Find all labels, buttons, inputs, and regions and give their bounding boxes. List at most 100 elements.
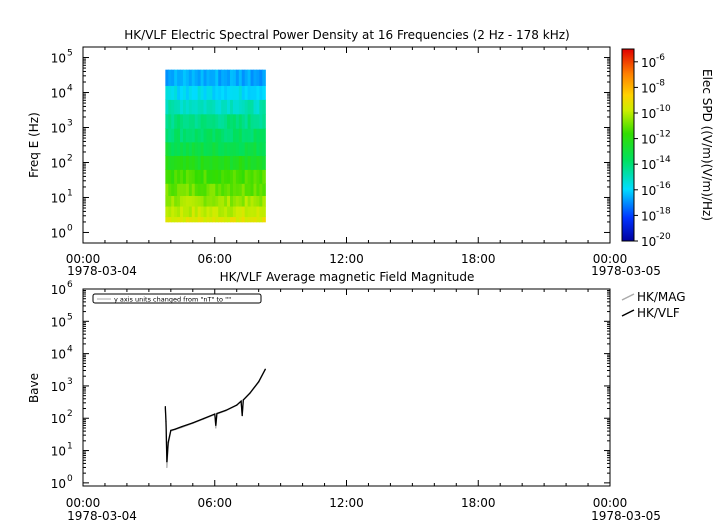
- data-point: [240, 400, 242, 402]
- spectrogram-cell: [168, 128, 172, 143]
- spectrogram-cell: [168, 155, 172, 170]
- x-tick-label: 00:00: [66, 496, 101, 510]
- spectrogram-cell: [180, 99, 184, 115]
- spectrogram-cell: [180, 169, 184, 184]
- spectrogram-cell: [218, 155, 222, 170]
- spectrogram-cell: [185, 113, 190, 129]
- spectrogram-cell: [171, 85, 175, 100]
- spectrogram-cell: [197, 85, 202, 100]
- x-tick-label: 06:00: [197, 252, 232, 266]
- y-tick-label: 10: [51, 315, 66, 329]
- spectrogram-cell: [253, 141, 258, 156]
- spectrogram-cell: [256, 128, 260, 143]
- x-tick-label: 00:00: [66, 252, 101, 266]
- spectrogram-cell: [206, 69, 211, 86]
- spectrogram-cell: [212, 183, 216, 197]
- spectrogram-cell: [238, 169, 243, 184]
- spectrogram-cell: [235, 141, 240, 156]
- spectrogram-cell: [209, 195, 213, 207]
- spectrogram-cell: [182, 128, 187, 143]
- spectrogram-cell: [185, 128, 190, 143]
- spectrogram-cell: [200, 141, 205, 156]
- spectrogram-cell: [209, 99, 213, 115]
- spectrogram-cell: [188, 206, 193, 218]
- spectrogram-cell: [256, 206, 260, 218]
- spectrogram-cell: [256, 141, 260, 156]
- spectrogram-cell: [174, 99, 178, 115]
- spectrogram-cell: [168, 183, 172, 197]
- spectrogram-cell: [238, 206, 243, 218]
- spectrogram-cell: [247, 195, 252, 207]
- spectrogram-cell: [188, 69, 193, 86]
- chart-title: HK/VLF Average magnetic Field Magnitude: [220, 270, 475, 284]
- legend-swatch: [621, 293, 635, 301]
- spectrogram-cell: [194, 216, 199, 223]
- spectrogram-cell: [188, 128, 193, 143]
- spectrogram-cell: [253, 195, 258, 207]
- spectrogram-cell: [171, 99, 175, 115]
- spectrogram-cell: [171, 169, 175, 184]
- x-tick-label: 06:00: [197, 496, 232, 510]
- x-tick-label: 00:00: [593, 252, 628, 266]
- spectrogram-cell: [215, 141, 219, 156]
- spectrogram-cell: [241, 183, 246, 197]
- colorbar-tick-label: 10: [641, 81, 656, 95]
- spectrogram-cell: [259, 128, 263, 143]
- spectrogram-cell: [235, 99, 240, 115]
- spectrogram-cell: [212, 99, 216, 115]
- spectrogram-cell: [212, 206, 216, 218]
- spectrogram-cell: [229, 85, 234, 100]
- spectrogram-cell: [168, 85, 172, 100]
- spectrogram-cell: [224, 141, 228, 156]
- colorbar-tick-exponent: -6: [656, 53, 665, 63]
- spectrogram-cell: [253, 155, 258, 170]
- spectrogram-cell: [218, 183, 222, 197]
- spectrogram-cell: [244, 206, 249, 218]
- colorbar-tick-label: 10: [641, 235, 656, 249]
- spectrogram-cell: [247, 128, 252, 143]
- spectrogram-cell: [229, 206, 234, 218]
- spectrogram-cell: [244, 195, 249, 207]
- spectrogram-cell: [165, 128, 169, 143]
- y-tick-exponent: 5: [67, 49, 73, 59]
- spectrogram-cell: [168, 169, 172, 184]
- spectrogram-cell: [209, 113, 213, 129]
- spectrogram-cell: [256, 155, 260, 170]
- spectrogram-cell: [165, 206, 169, 218]
- spectrogram-cell: [194, 169, 199, 184]
- spectrogram-cell: [250, 206, 255, 218]
- spectrogram-cell: [185, 155, 190, 170]
- spectrogram-cell: [171, 195, 175, 207]
- spectrogram-cell: [215, 85, 219, 100]
- spectrogram-cell: [218, 141, 222, 156]
- spectrogram-cell: [253, 85, 258, 100]
- spectrogram-cell: [221, 155, 225, 170]
- spectrogram-cell: [197, 169, 202, 184]
- spectrogram-cell: [194, 69, 199, 86]
- spectrogram-cell: [191, 216, 196, 223]
- spectrogram-cell: [238, 113, 243, 129]
- spectrogram-cell: [215, 128, 219, 143]
- spectrogram-cell: [182, 99, 187, 115]
- spectrogram-cell: [165, 169, 169, 184]
- spectrogram-cell: [259, 183, 263, 197]
- spectrogram-cell: [215, 69, 219, 86]
- spectrogram-cell: [224, 69, 228, 86]
- data-point: [164, 405, 166, 408]
- spectrogram-cell: [259, 99, 263, 115]
- date-label-start: 1978-03-04: [67, 264, 137, 278]
- spectrogram-cell: [235, 85, 240, 100]
- spectrogram-cell: [200, 85, 205, 100]
- spectrogram-cell: [203, 216, 208, 223]
- y-tick-label: 10: [51, 445, 66, 459]
- spectrogram-cell: [200, 128, 205, 143]
- spectrogram-cell: [197, 128, 202, 143]
- legend: HK/MAG HK/VLF: [621, 290, 686, 320]
- spectrogram-cell: [185, 183, 190, 197]
- date-label-end: 1978-03-05: [591, 264, 661, 278]
- spectrogram-cell: [197, 113, 202, 129]
- spectrogram-cell: [200, 183, 205, 197]
- spectrogram-cell: [250, 155, 255, 170]
